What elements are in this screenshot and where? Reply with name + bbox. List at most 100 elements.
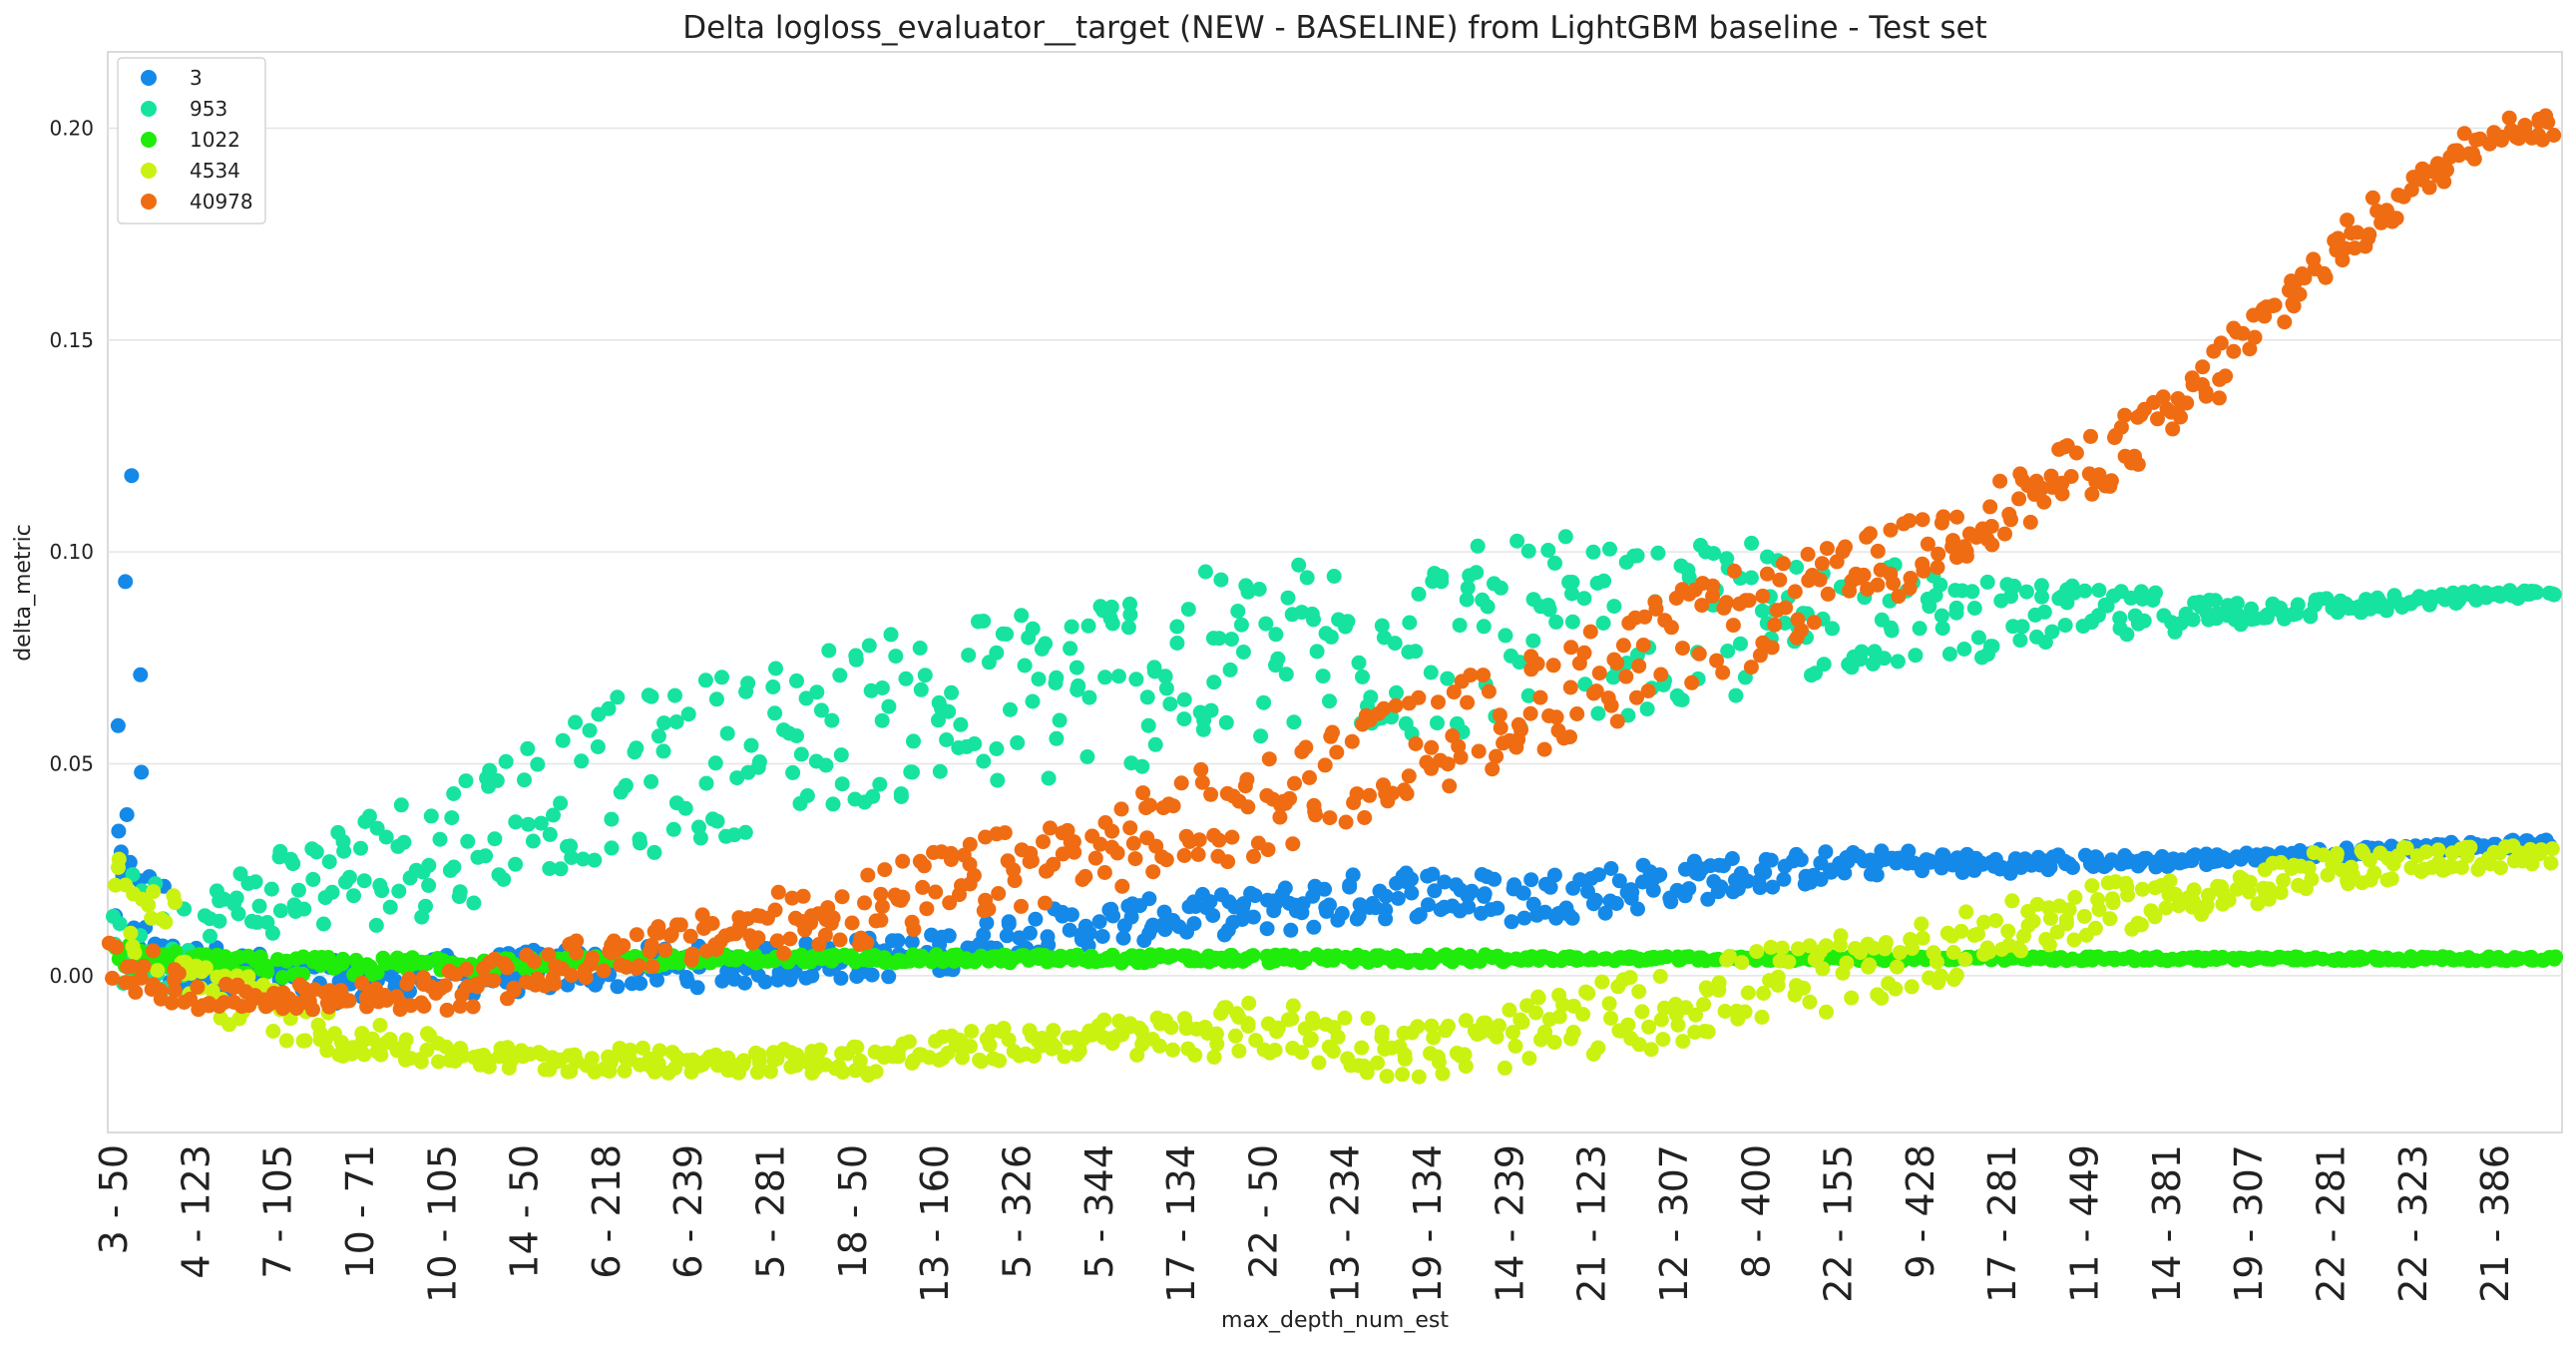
data-point-40978 [662,928,678,944]
data-point-4534 [2167,886,2183,902]
data-point-40978 [857,895,872,911]
data-point-953 [976,753,992,769]
data-point-4534 [1240,1019,1256,1034]
data-point-40978 [1014,898,1029,914]
data-point-953 [906,733,921,749]
data-point-3 [1537,904,1553,920]
data-point-40978 [2421,180,2437,196]
data-point-40978 [1211,832,1227,848]
data-point-953 [308,844,324,860]
data-point-953 [874,680,890,695]
data-point-40978 [1842,583,1858,599]
data-point-40978 [1752,648,1768,664]
legend-label: 953 [190,97,227,121]
data-point-953 [692,830,708,846]
data-point-953 [1299,570,1315,586]
data-point-4534 [1354,1040,1370,1056]
data-point-4534 [1932,968,1948,984]
data-point-40978 [569,945,585,961]
data-point-953 [1789,560,1805,575]
data-point-40978 [1272,809,1288,825]
data-point-953 [498,753,514,769]
data-point-40978 [1036,834,1051,850]
data-point-953 [863,682,879,698]
data-point-3 [1425,866,1441,882]
data-point-953 [496,871,512,887]
data-point-4534 [2304,871,2320,887]
data-point-953 [2546,587,2562,603]
data-point-953 [737,824,753,840]
data-point-40978 [616,938,632,954]
data-point-3 [1105,908,1121,924]
data-point-40978 [109,939,125,955]
data-point-3 [1516,910,1532,926]
data-point-3 [804,968,820,984]
data-point-953 [999,627,1015,642]
data-point-40978 [1640,683,1656,698]
data-point-953 [1286,714,1302,730]
data-point-40978 [825,910,841,926]
data-point-40978 [859,935,875,951]
data-point-953 [1585,544,1601,560]
data-point-40978 [2534,132,2550,148]
data-point-953 [2036,604,2052,620]
data-point-3 [1677,888,1693,904]
data-point-4534 [1504,1025,1520,1041]
data-point-953 [324,884,340,900]
data-point-3 [1477,888,1492,904]
data-point-40978 [1067,844,1082,860]
data-point-40978 [1225,788,1241,804]
data-point-3 [757,974,773,990]
data-point-4534 [751,1047,767,1063]
data-point-953 [1706,546,1722,562]
data-point-4534 [2544,841,2560,857]
x-axis-label: max_depth_num_est [1221,1308,1449,1333]
data-point-40978 [2173,409,2188,425]
data-point-4534 [1945,945,1961,960]
data-point-4534 [2061,902,2077,918]
data-point-40978 [873,886,889,902]
data-point-953 [368,917,384,933]
data-point-953 [530,756,546,772]
data-point-4534 [2532,846,2548,862]
data-point-40978 [1055,846,1071,862]
data-point-953 [568,714,584,730]
data-point-40978 [1122,820,1138,836]
data-point-3 [1464,883,1480,899]
data-point-4534 [2398,840,2414,856]
data-point-40978 [1224,829,1240,845]
data-point-3 [1837,865,1853,881]
data-point-4534 [1781,954,1797,970]
data-point-4534 [1796,980,1812,996]
data-point-1022 [1326,952,1342,968]
data-point-953 [1540,543,1556,558]
data-point-3 [1064,907,1079,923]
data-point-40978 [2003,512,2018,528]
legend: 3 953 1022 4534 40978 [117,57,266,224]
data-point-953 [356,873,372,889]
data-point-4534 [373,1047,389,1063]
data-point-4534 [1359,1065,1375,1081]
data-point-953 [1253,728,1269,744]
data-point-953 [1440,671,1456,686]
data-point-4534 [1802,994,1818,1010]
data-point-4534 [1397,1047,1413,1063]
data-point-4534 [1892,945,1908,961]
data-point-953 [1650,545,1666,561]
data-point-40978 [1522,705,1538,721]
data-point-40978 [171,966,187,981]
data-point-40978 [2540,115,2556,130]
data-point-40978 [943,845,959,861]
data-point-4534 [1700,1024,1716,1040]
data-point-4534 [1337,1010,1353,1026]
data-point-953 [2411,589,2427,605]
data-point-3 [1623,882,1639,898]
data-point-4534 [1833,928,1849,944]
data-point-953 [272,903,288,919]
data-point-4534 [419,1042,435,1058]
data-point-40978 [767,902,783,918]
data-point-953 [251,898,267,914]
x-tick-label: 21 - 386 [2473,1144,2517,1303]
data-point-40978 [877,862,893,878]
data-point-3 [134,764,150,780]
